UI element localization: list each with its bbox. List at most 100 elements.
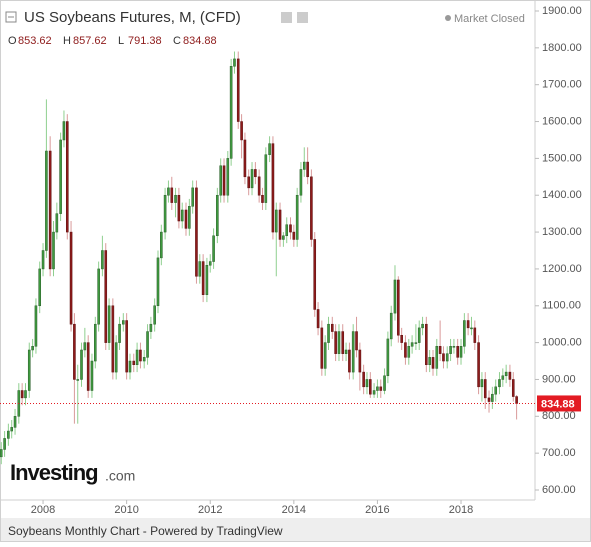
- candle-body: [240, 121, 243, 141]
- collapse-icon[interactable]: [5, 11, 17, 23]
- candle-body: [20, 390, 24, 399]
- candle-body: [400, 334, 403, 343]
- candle-body: [355, 331, 358, 351]
- candle-body: [219, 165, 222, 196]
- candle-body: [73, 323, 76, 380]
- candle-body: [466, 320, 470, 329]
- ohlc-key: O: [8, 35, 17, 47]
- ohlc-value: 853.62: [18, 35, 52, 47]
- candle-body: [222, 165, 226, 196]
- candle-body: [247, 176, 250, 189]
- candle-body: [386, 338, 390, 377]
- candle-body: [463, 320, 466, 347]
- candle-body: [65, 121, 69, 233]
- candle-body: [55, 213, 59, 233]
- candle-body: [393, 279, 397, 314]
- candle-body: [501, 375, 505, 380]
- x-tick-label: 2016: [365, 504, 389, 516]
- candle-body: [62, 121, 66, 141]
- candle-body: [344, 349, 348, 354]
- candle-body: [167, 187, 170, 196]
- candle-body: [410, 342, 414, 347]
- settings-icon[interactable]: [297, 12, 308, 23]
- candle-body: [372, 390, 376, 395]
- y-tick-label: 1700.00: [542, 79, 582, 91]
- candle-body: [379, 386, 383, 391]
- candle-body: [295, 194, 299, 240]
- candle-body: [383, 375, 386, 391]
- candle-body: [515, 396, 518, 404]
- candle-body: [414, 342, 418, 344]
- ohlc-key: L: [118, 35, 124, 47]
- candle-body: [274, 209, 278, 233]
- last-price-box: [537, 395, 581, 412]
- candle-body: [292, 231, 296, 240]
- x-tick-label: 2014: [282, 504, 306, 516]
- candle-body: [0, 449, 3, 458]
- brand-suffix: .com: [105, 468, 135, 484]
- candle-body: [114, 342, 118, 373]
- candle-body: [435, 346, 439, 369]
- chart-title: US Soybeans Futures, M, (CFD): [24, 9, 241, 26]
- candle-body: [83, 342, 87, 351]
- candle-body: [139, 349, 142, 362]
- candle-body: [302, 161, 306, 170]
- candle-body: [76, 379, 80, 381]
- candle-body: [107, 305, 111, 343]
- candle-body: [278, 209, 282, 240]
- footer-bar: [1, 518, 590, 541]
- candle-body: [358, 349, 362, 373]
- y-tick-label: 700.00: [542, 447, 576, 459]
- candle-body: [511, 379, 515, 397]
- candle-body: [438, 346, 442, 354]
- candle-body: [268, 143, 271, 155]
- candle-body: [282, 235, 285, 240]
- y-tick-label: 600.00: [542, 484, 576, 496]
- candle-body: [94, 323, 97, 362]
- candle-body: [7, 430, 10, 439]
- candle-body: [80, 349, 83, 380]
- candle-body: [376, 386, 379, 391]
- candle-body: [421, 323, 424, 329]
- candle-body: [198, 261, 202, 277]
- candle-body: [52, 231, 55, 270]
- candle-body: [452, 346, 456, 348]
- candle-body: [334, 331, 337, 354]
- candle-body: [449, 346, 452, 354]
- y-tick-label: 1900.00: [542, 5, 582, 17]
- candle-body: [508, 371, 512, 380]
- candle-body: [477, 342, 480, 388]
- candle-body: [431, 357, 435, 369]
- candle-body: [341, 331, 345, 354]
- candle-body: [97, 268, 100, 325]
- candle-body: [456, 346, 459, 358]
- candle-body: [153, 305, 156, 325]
- candle-body: [483, 379, 487, 399]
- eye-icon[interactable]: [281, 12, 292, 23]
- candle-body: [3, 438, 6, 450]
- candle-body: [205, 264, 209, 295]
- candle-body: [316, 309, 320, 329]
- candle-body: [41, 250, 45, 270]
- candle-body: [59, 139, 62, 214]
- candle-body: [122, 320, 125, 325]
- brand: Investing: [10, 460, 98, 485]
- candle-body: [135, 349, 139, 365]
- candle-body: [170, 187, 174, 203]
- candle-body: [397, 279, 400, 336]
- candle-body: [174, 194, 177, 203]
- candle-body: [494, 386, 498, 395]
- candle-body: [369, 379, 372, 395]
- ohlc-value: 857.62: [73, 35, 107, 47]
- ohlc-readout: O 853.62 H 857.62 L 791.38 C 834.88: [8, 35, 217, 47]
- candle-body: [250, 169, 254, 189]
- candle-body: [442, 353, 445, 362]
- plot: [0, 51, 535, 465]
- candle-body: [118, 323, 121, 343]
- candle-body: [299, 169, 303, 196]
- candle-body: [417, 327, 421, 343]
- y-tick-label: 1800.00: [542, 42, 582, 54]
- candle-body: [428, 357, 431, 365]
- candle-body: [10, 427, 13, 432]
